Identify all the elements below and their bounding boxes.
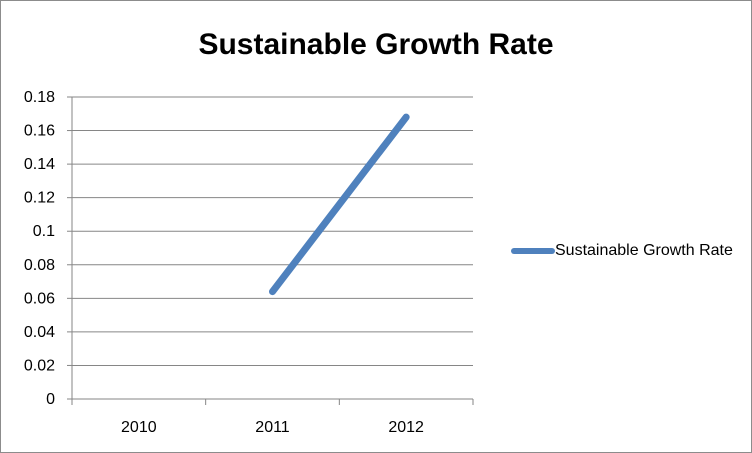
x-tick-label: 2011 — [255, 419, 290, 436]
legend-swatch — [511, 248, 555, 254]
series-line — [269, 113, 410, 296]
y-tick-label: 0 — [46, 391, 55, 408]
y-tick-label: 0.04 — [24, 324, 55, 341]
y-tick-label: 0.08 — [24, 257, 55, 274]
x-tick-label: 2010 — [121, 419, 157, 436]
y-tick-label: 0.18 — [24, 89, 55, 106]
legend-label: Sustainable Growth Rate — [555, 242, 733, 259]
chart-title: Sustainable Growth Rate — [198, 28, 554, 61]
y-tick-label: 0.06 — [24, 290, 55, 307]
y-tick-label: 0.16 — [24, 123, 55, 140]
y-tick-label: 0.02 — [24, 357, 55, 374]
y-tick-label: 0.1 — [33, 223, 55, 240]
y-tick-label: 0.12 — [24, 190, 55, 207]
x-tick-label: 2012 — [388, 419, 424, 436]
y-tick-label: 0.14 — [24, 156, 55, 173]
